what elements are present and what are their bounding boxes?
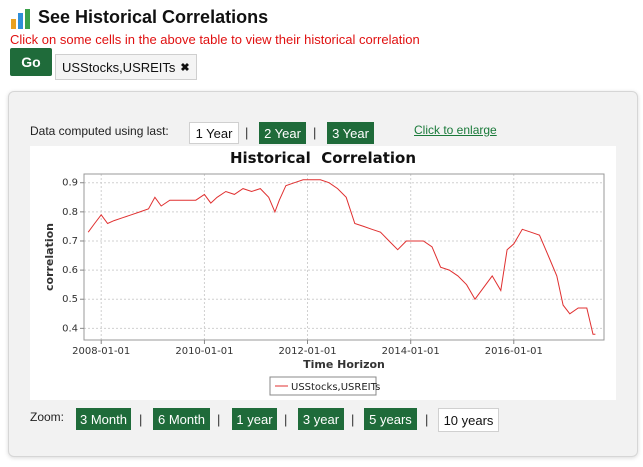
zoom-label: Zoom: [30, 410, 65, 424]
zoom-6-month-button[interactable]: 6 Month [153, 408, 210, 430]
zoom-1-year-button[interactable]: 1 year [232, 408, 277, 430]
zoom-10-years-button[interactable]: 10 years [438, 408, 499, 432]
x-tick-label: 2014-01-01 [382, 346, 440, 357]
instruction-text: Click on some cells in the above table t… [10, 32, 420, 47]
separator: | [284, 412, 288, 427]
correlation-chart[interactable]: Historical Correlation 0.4 0.5 0.6 0.7 0.8 0.… [30, 146, 616, 400]
selection-chip[interactable]: USStocks,USREITs ✖ [55, 54, 197, 80]
bar-chart-icon [11, 9, 30, 29]
y-tick-label: 0.7 [62, 236, 78, 247]
page-title: See Historical Correlations [38, 7, 269, 27]
separator: | [351, 412, 355, 427]
period-3-year-button[interactable]: 3 Year [327, 122, 374, 144]
separator: | [313, 125, 317, 140]
x-axis-label: Time Horizon [303, 358, 385, 371]
zoom-3-year-button[interactable]: 3 year [298, 408, 344, 430]
x-tick-label: 2008-01-01 [72, 346, 130, 357]
go-button[interactable]: Go [10, 48, 52, 76]
zoom-3-month-button[interactable]: 3 Month [76, 408, 131, 430]
x-tick-label: 2012-01-01 [278, 346, 336, 357]
chart-title: Historical Correlation [230, 149, 416, 167]
separator: | [245, 125, 249, 140]
close-icon[interactable]: ✖ [180, 61, 190, 74]
x-tick-label: 2016-01-01 [485, 346, 543, 357]
enlarge-link[interactable]: Click to enlarge [414, 123, 497, 137]
x-tick-label: 2010-01-01 [175, 346, 233, 357]
computed-label: Data computed using last: [30, 124, 169, 138]
period-2-year-button[interactable]: 2 Year [259, 122, 306, 144]
chart-legend: USStocks,USREITs [269, 376, 380, 396]
y-axis-label: correlation [43, 223, 56, 291]
y-tick-label: 0.6 [62, 265, 78, 276]
separator: | [425, 412, 429, 427]
separator: | [139, 412, 143, 427]
correlation-series-line [87, 179, 596, 335]
zoom-5-years-button[interactable]: 5 years [364, 408, 417, 430]
separator: | [217, 412, 221, 427]
y-tick-label: 0.5 [62, 294, 78, 305]
y-tick-label: 0.8 [62, 207, 78, 218]
y-tick-label: 0.4 [62, 323, 78, 334]
selection-chip-label: USStocks,USREITs [62, 59, 176, 75]
y-tick-label: 0.9 [62, 178, 78, 189]
legend-entry: USStocks,USREITs [291, 382, 380, 393]
period-1-year-button[interactable]: 1 Year [189, 122, 239, 144]
